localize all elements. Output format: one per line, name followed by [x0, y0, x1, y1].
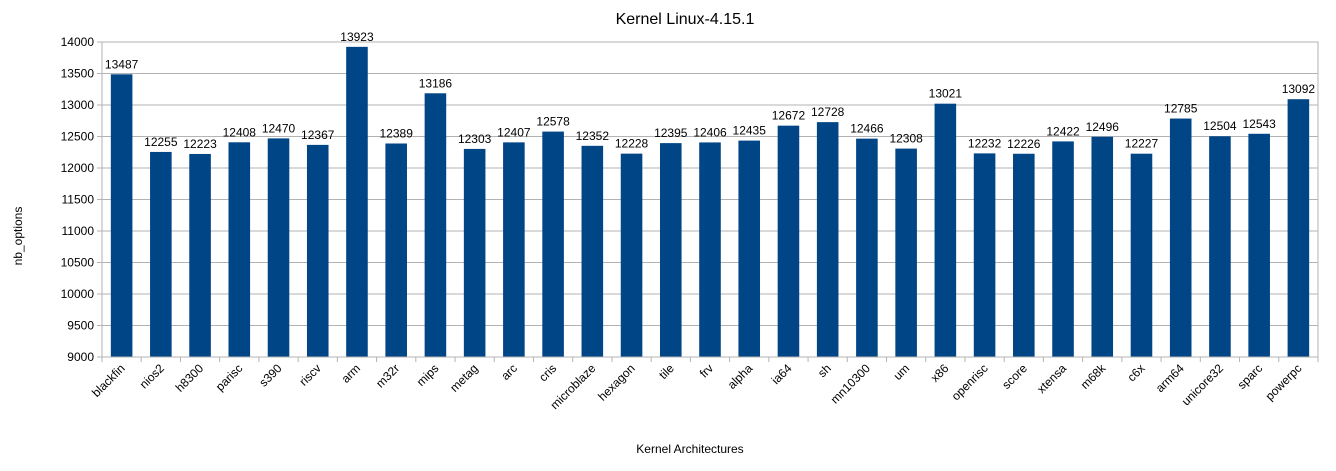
y-axis-label: nb_options: [11, 207, 25, 266]
bar-parisc: [228, 142, 251, 357]
data-label: 12228: [615, 137, 649, 151]
data-label: 12232: [968, 136, 1002, 150]
bar-microblaze: [581, 145, 604, 357]
y-tick-label: 12000: [61, 161, 95, 175]
bar-riscv: [306, 144, 329, 357]
data-label: 12578: [536, 115, 570, 129]
data-label: 13487: [105, 57, 139, 71]
y-tick-label: 11500: [62, 193, 95, 207]
bar-nios2: [150, 151, 172, 357]
data-label: 12303: [458, 132, 492, 146]
data-label: 13092: [1282, 82, 1316, 96]
data-label: 12504: [1203, 119, 1237, 133]
data-label: 12408: [223, 125, 257, 139]
plot-border: [101, 41, 1319, 358]
y-tick-label: 9000: [67, 350, 94, 364]
y-tick-label: 10000: [61, 287, 95, 301]
y-tick-label: 12500: [61, 130, 95, 144]
bar-arm64: [1169, 118, 1192, 357]
bar-um: [895, 148, 917, 357]
data-label: 12352: [576, 129, 610, 143]
bar-tile: [659, 143, 682, 357]
bar-score: [1013, 153, 1035, 357]
y-tick-label: 14000: [61, 35, 95, 49]
y-tick-label: 13500: [61, 67, 95, 81]
data-label: 12226: [1007, 137, 1041, 151]
bar-arc: [503, 142, 525, 357]
chart-title: Kernel Linux-4.15.1: [616, 11, 755, 28]
data-label: 12728: [811, 105, 845, 119]
data-label: 12496: [1086, 120, 1120, 134]
data-label: 12406: [693, 125, 727, 139]
data-label: 12223: [183, 137, 217, 151]
bar-cris: [542, 131, 564, 357]
bar-m68k: [1091, 136, 1114, 357]
data-label: 12470: [262, 121, 296, 135]
y-tick-label: 11000: [62, 224, 95, 238]
bar-unicore32: [1209, 136, 1231, 357]
bar-xtensa: [1052, 141, 1074, 357]
bar-powerpc: [1287, 99, 1310, 357]
data-label: 13186: [419, 76, 453, 90]
bar-alpha: [738, 140, 761, 357]
axes: [101, 41, 1319, 358]
bar-mips: [424, 93, 447, 358]
data-label: 12466: [850, 122, 884, 136]
data-label: 12255: [144, 135, 178, 149]
bar-openrisc: [973, 153, 996, 357]
data-label: 12389: [380, 126, 414, 140]
bar-sparc: [1248, 133, 1270, 357]
x-axis-label: Kernel Architectures: [636, 442, 743, 456]
bar-mn10300: [856, 138, 878, 357]
y-tick-label: 10500: [61, 256, 95, 270]
bar-m32r: [385, 143, 407, 357]
y-tick-label: 13000: [61, 98, 95, 112]
data-label: 12227: [1125, 137, 1159, 151]
bar-frv: [699, 142, 721, 357]
data-label: 12422: [1046, 124, 1080, 138]
bar-x86: [934, 103, 957, 357]
bar-c6x: [1130, 153, 1153, 357]
data-label: 13021: [929, 87, 963, 101]
data-label: 12672: [772, 109, 806, 123]
bar-h8300: [189, 153, 211, 357]
data-label: 12308: [889, 132, 923, 146]
bar-metag: [463, 148, 486, 357]
bar-arm: [346, 46, 368, 357]
bar-ia64: [777, 125, 800, 357]
y-tick-labels: 9000 9500 10000 10500 11000 11500 12000 12500 13…: [61, 35, 95, 364]
data-label: 12407: [497, 125, 531, 139]
data-label: 12395: [654, 126, 688, 140]
bar-hexagon: [620, 153, 643, 357]
y-tick-label: 9500: [67, 319, 94, 333]
bar-blackfin: [110, 74, 133, 357]
data-label: 12785: [1164, 102, 1198, 116]
data-label: 12435: [733, 124, 767, 138]
data-label: 13923: [340, 30, 374, 44]
bars: [110, 46, 1310, 358]
data-labels: 13487 12255 12223 12408 12470 12367 13923 12389…: [105, 30, 1315, 151]
bar-s390: [267, 138, 290, 357]
bar-sh: [816, 122, 839, 357]
data-label: 12543: [1242, 117, 1276, 131]
data-label: 12367: [301, 128, 335, 142]
